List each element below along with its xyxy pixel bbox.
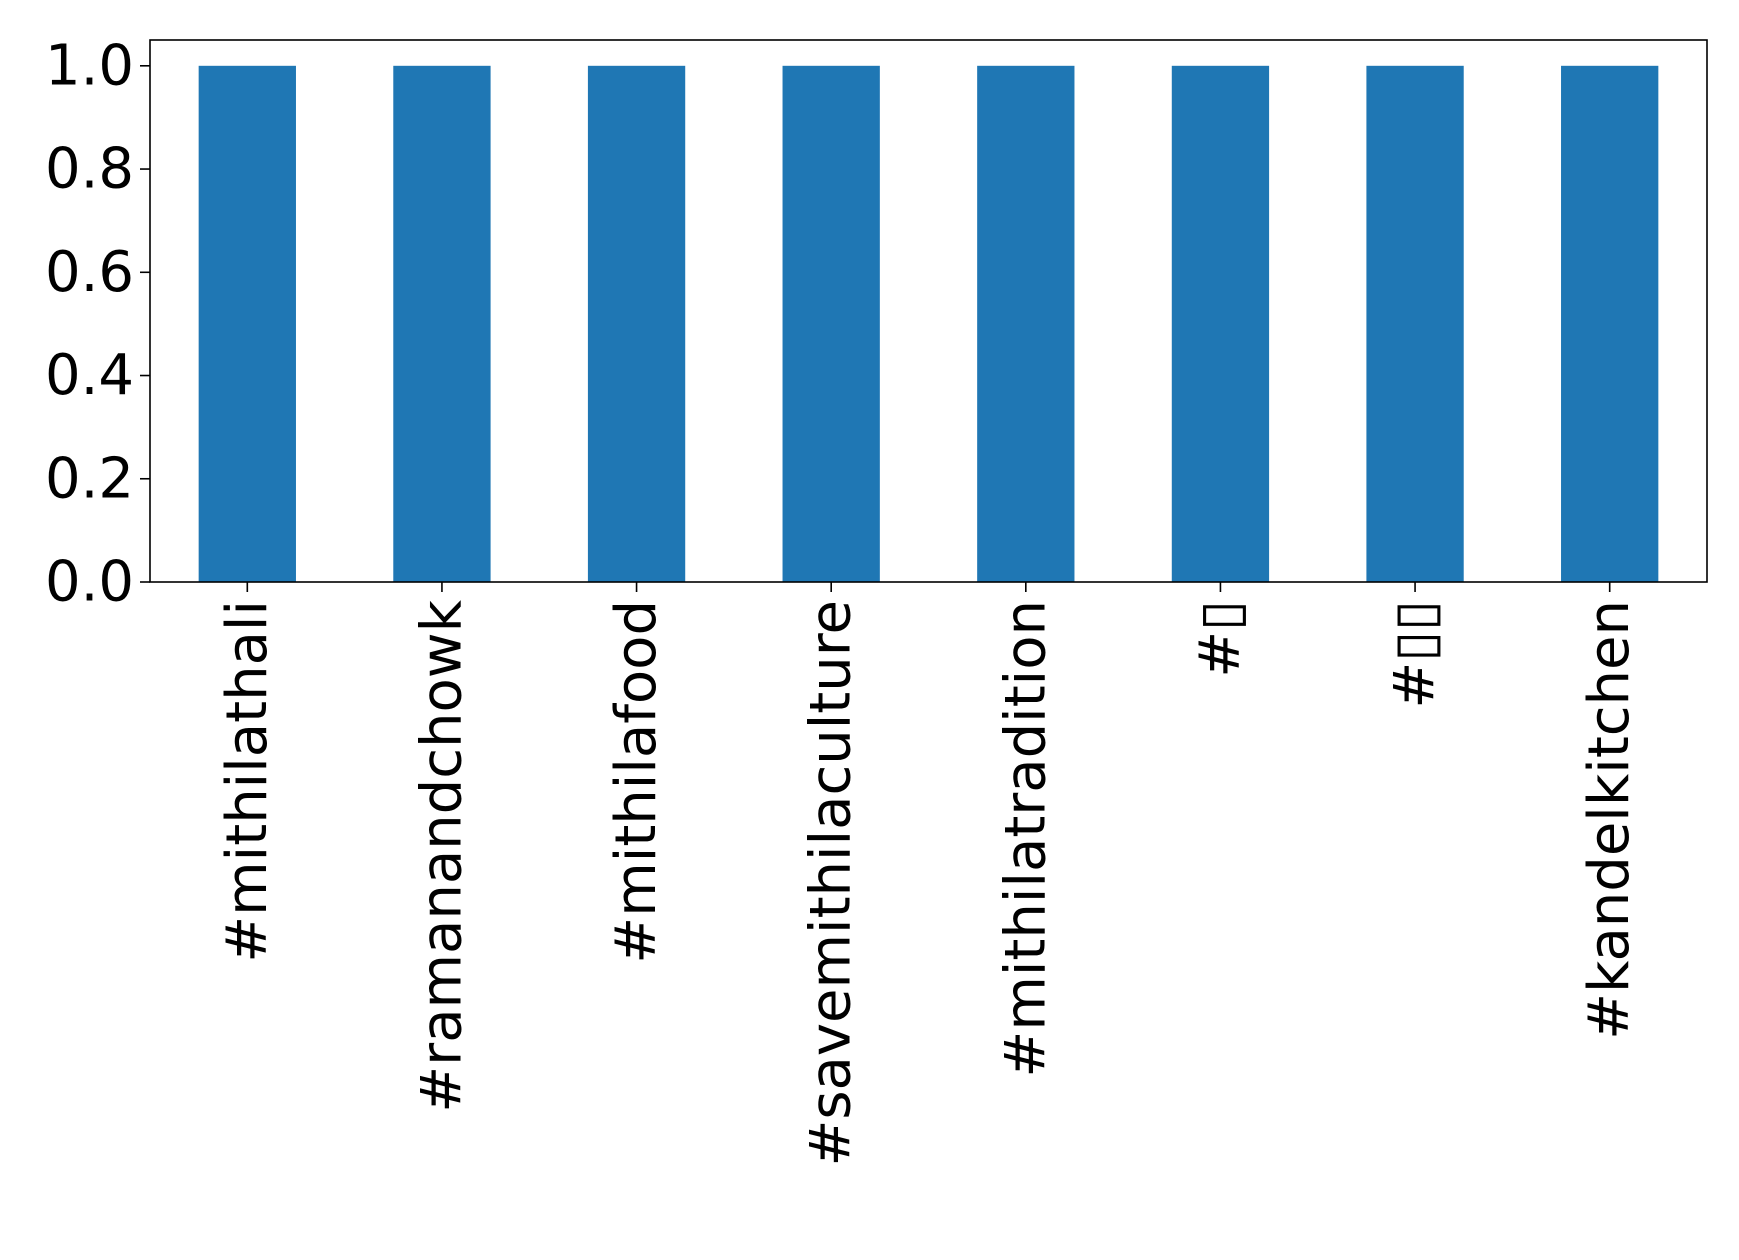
y-tick-label-0: 0.0 [45,550,134,615]
bars-group [198,65,1659,583]
y-tick-label-1: 0.2 [45,446,134,511]
x-tick-label-2: #mithilafood [604,600,669,964]
bar-4 [977,65,1075,583]
x-tick-label-5: #▯ [1188,600,1253,678]
bar-3 [782,65,880,583]
y-tick-label-2: 0.4 [45,343,134,408]
bar-5 [1171,65,1270,583]
bar-6 [1366,65,1464,583]
x-tick-label-0: #mithilathali [215,600,280,963]
x-tick-label-6: #▯▯ [1383,600,1448,709]
plot-frame [149,39,1708,583]
x-tick-label-7: #kandelkitchen [1577,600,1642,1040]
x-tick-label-3: #savemithilaculture [799,600,864,1167]
y-tick-label-5: 1.0 [45,33,134,98]
x-tick-label-1: #ramanandchowk [409,599,474,1112]
y-tick-label-4: 0.8 [45,137,134,202]
bar-0 [198,65,296,583]
y-axis: 0.0 0.2 0.4 0.6 0.8 1.0 [45,33,150,615]
bar-1 [393,65,491,583]
bar-7 [1561,65,1659,583]
x-axis: #mithilathali #ramanandchowk #mithilafood #… [215,582,1642,1167]
y-tick-label-3: 0.6 [45,240,134,305]
x-tick-label-4: #mithilatradition [993,600,1058,1078]
bar-2 [587,65,686,583]
